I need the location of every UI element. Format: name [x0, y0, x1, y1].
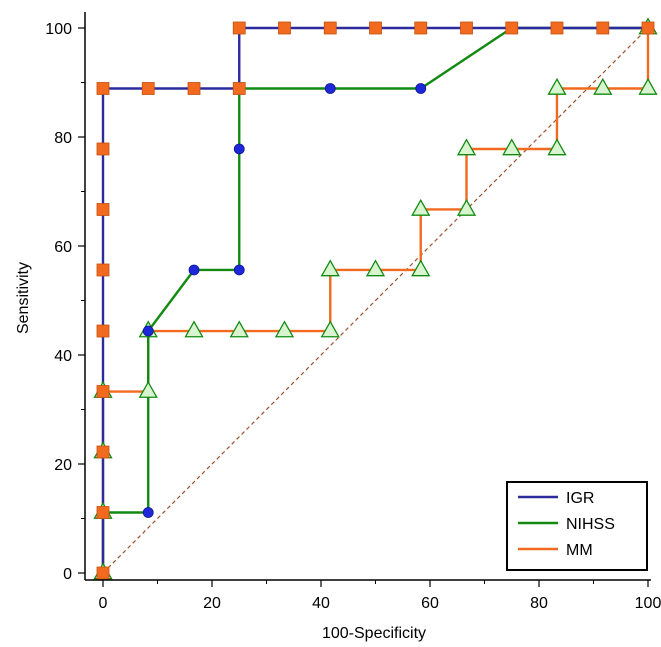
igr-point — [96, 506, 110, 519]
mm-point — [229, 320, 249, 338]
mm-point — [547, 138, 567, 156]
nihss-point — [142, 325, 154, 337]
igr-point — [96, 445, 110, 459]
mm-point — [365, 259, 386, 277]
nihss-point — [324, 83, 336, 94]
series-points-igr — [96, 21, 655, 580]
mm-point — [547, 77, 567, 95]
igr-point — [232, 21, 246, 35]
reference-line — [102, 27, 649, 574]
x-tick-label: 100 — [635, 595, 661, 612]
plot-frame — [84, 12, 651, 581]
x-tick-label: 20 — [203, 595, 221, 612]
nihss-point — [233, 143, 245, 155]
x-axis-title: 100-Specificity — [322, 625, 426, 642]
igr-point — [187, 82, 201, 95]
nihss-point — [142, 507, 154, 518]
mm-point — [274, 320, 295, 338]
y-tick-label: 80 — [54, 130, 72, 147]
reference-diagonal — [102, 27, 649, 574]
x-ticks: 0 20 40 60 80 100 — [99, 580, 661, 612]
igr-point — [596, 21, 610, 35]
igr-point — [369, 21, 382, 35]
igr-point — [96, 203, 110, 216]
y-axis-title: Sensitivity — [15, 262, 32, 334]
nihss-point — [415, 83, 427, 94]
mm-point — [184, 320, 204, 338]
legend-label-igr: IGR — [566, 490, 594, 507]
igr-point — [96, 82, 110, 95]
igr-point — [96, 324, 110, 338]
mm-point — [456, 198, 477, 216]
mm-point — [593, 77, 613, 95]
mm-point — [320, 259, 340, 277]
y-ticks: 0 20 40 60 80 100 — [45, 21, 85, 583]
x-tick-label: 40 — [312, 595, 330, 612]
mm-point — [638, 77, 658, 95]
y-tick-label: 40 — [54, 348, 72, 365]
igr-point — [550, 21, 564, 35]
igr-point — [460, 21, 473, 35]
igr-point — [232, 82, 246, 95]
mm-point — [320, 320, 340, 338]
igr-point — [141, 82, 155, 95]
mm-point — [456, 138, 477, 156]
y-tick-label: 60 — [54, 239, 72, 256]
y-tick-label: 100 — [45, 21, 72, 38]
y-tick-label: 0 — [63, 566, 72, 583]
legend-label-nihss: NIHSS — [566, 516, 615, 533]
igr-point — [96, 566, 110, 580]
x-tick-label: 60 — [421, 595, 439, 612]
igr-point — [96, 385, 110, 398]
mm-point — [138, 380, 158, 398]
x-tick-label: 80 — [530, 595, 548, 612]
mm-point — [502, 138, 522, 156]
legend-label-mm: MM — [566, 542, 593, 559]
mm-point — [411, 198, 431, 216]
series-layer — [93, 17, 658, 580]
igr-point — [641, 21, 655, 35]
series-line-igr — [101, 26, 648, 573]
igr-point — [414, 21, 428, 35]
igr-point — [96, 142, 110, 156]
igr-point — [96, 263, 110, 277]
nihss-point — [233, 264, 245, 276]
legend: IGR NIHSS MM — [506, 481, 648, 571]
mm-point — [411, 259, 431, 277]
nihss-point — [188, 264, 200, 276]
series-line-mm — [101, 28, 650, 573]
igr-point — [505, 21, 519, 35]
x-tick-label: 0 — [99, 595, 108, 612]
y-tick-label: 20 — [54, 457, 72, 474]
igr-point — [278, 21, 291, 35]
igr-point — [323, 21, 337, 35]
